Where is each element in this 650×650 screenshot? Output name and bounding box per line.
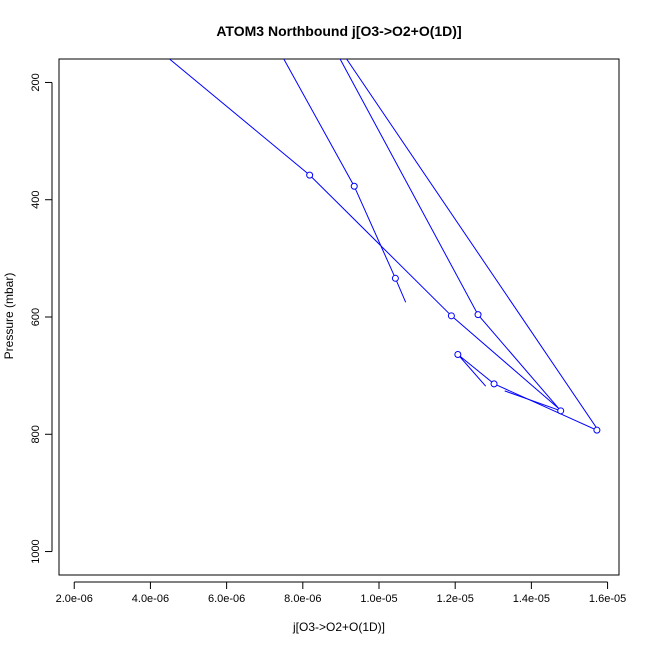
data-point-marker: [391, 274, 399, 282]
x-tick-label: 8.0e-06: [284, 593, 321, 605]
y-tick-label: 600: [30, 308, 42, 326]
data-point-marker: [350, 182, 358, 190]
data-point-marker: [447, 312, 455, 320]
series-layer: [169, 59, 598, 432]
data-point-marker: [474, 311, 482, 319]
y-axis: 200 400 600 800 1000: [30, 73, 53, 564]
y-tick-label: 1000: [30, 539, 42, 563]
data-point-marker: [306, 171, 314, 179]
data-point-marker: [557, 407, 565, 415]
x-axis-label: j[O3->O2+O(1D)]: [292, 620, 385, 634]
x-tick-label: 4.0e-06: [132, 593, 169, 605]
series-line-4: [346, 59, 598, 432]
data-point-marker: [490, 380, 498, 388]
y-tick-label: 400: [30, 191, 42, 209]
x-tick-label: 1.4e-05: [513, 593, 550, 605]
series-line-2: [283, 59, 407, 303]
marker-layer: [306, 171, 601, 434]
x-axis: 2.0e-06 4.0e-06 6.0e-06 8.0e-06 1.0e-05 1.2e-…: [56, 581, 626, 605]
x-tick-label: 1.2e-05: [437, 593, 474, 605]
data-point-marker: [593, 426, 601, 434]
plot-area-frame: [58, 58, 620, 576]
y-axis-label: Pressure (mbar): [2, 273, 16, 360]
x-tick-label: 2.0e-06: [56, 593, 93, 605]
x-tick-label: 1.0e-05: [360, 593, 397, 605]
data-point-marker: [454, 351, 462, 359]
x-tick-label: 1.6e-05: [589, 593, 626, 605]
y-tick-label: 800: [30, 425, 42, 443]
chart-title: ATOM3 Northbound j[O3->O2+O(1D)]: [216, 23, 461, 39]
y-tick-label: 200: [30, 73, 42, 91]
x-tick-label: 6.0e-06: [208, 593, 245, 605]
